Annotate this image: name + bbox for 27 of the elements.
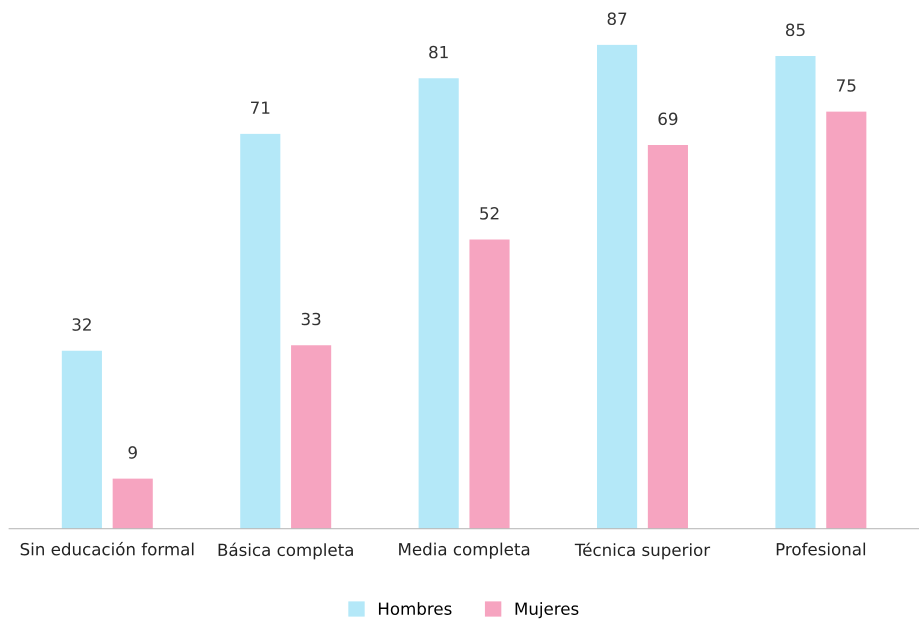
legend-label: Hombres [378, 602, 452, 615]
bar [418, 78, 459, 529]
x-tick-label: Técnica superior [574, 542, 710, 560]
x-tick-label: Básica completa [218, 542, 353, 560]
bar [240, 134, 280, 529]
x-tick-label: Media completa [399, 542, 530, 559]
bar [775, 56, 816, 529]
data-label: 81 [429, 46, 448, 58]
data-label: 33 [302, 312, 320, 326]
data-label: 32 [72, 318, 91, 331]
bar [112, 478, 153, 529]
bar [62, 350, 102, 529]
data-label: 85 [786, 24, 805, 36]
x-tick-label: Sin educación formal [20, 542, 194, 556]
x-tick-label: Profesional [776, 542, 866, 556]
bar [648, 145, 688, 529]
data-label: 87 [608, 12, 626, 26]
data-label: 52 [480, 207, 498, 220]
data-label: 75 [837, 79, 856, 92]
data-label: 9 [128, 446, 137, 459]
data-label: 69 [658, 112, 678, 126]
legend-label: Mujeres [516, 602, 578, 618]
bar [826, 112, 866, 529]
data-label: 71 [251, 102, 270, 114]
bar [291, 345, 332, 529]
bar [597, 44, 638, 529]
bar [469, 240, 510, 529]
